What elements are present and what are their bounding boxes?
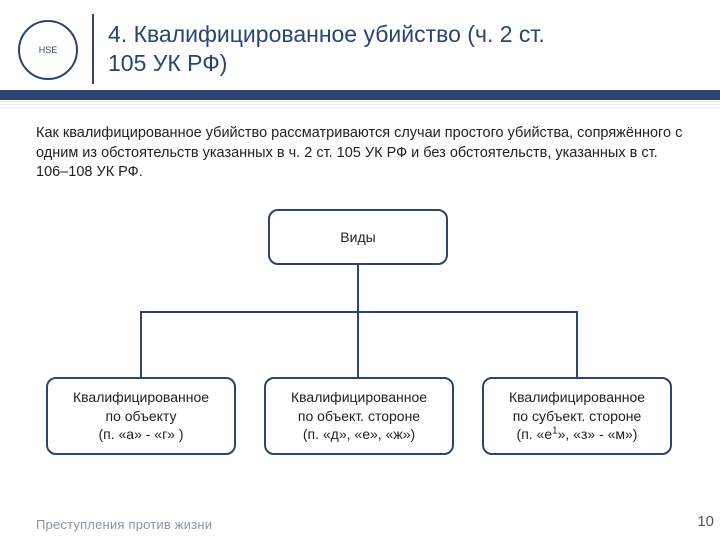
header-divider (92, 14, 94, 84)
child-label-3: Квалифицированноепо субъект. стороне(п. … (509, 388, 645, 443)
header: HSE 4. Квалифицированное убийство (ч. 2 … (0, 0, 720, 84)
intro-paragraph: Как квалифицированное убийство рассматри… (36, 124, 684, 183)
child-node-2: Квалифицированноепо объект. стороне(п. «… (264, 377, 454, 455)
page-number: 10 (697, 513, 714, 530)
header-decor (0, 100, 720, 108)
footer-text: Преступления против жизни (36, 517, 212, 532)
slide-title-line2: 105 УК РФ) (108, 49, 545, 78)
hse-logo: HSE (18, 20, 78, 80)
child-label-1: Квалифицированноепо объекту(п. «а» - «г»… (73, 388, 209, 443)
connector-stub-3 (576, 311, 578, 377)
child-node-3: Квалифицированноепо субъект. стороне(п. … (482, 377, 672, 455)
connector-stub-2 (357, 311, 359, 377)
header-bar (0, 90, 720, 100)
tree-diagram: Виды Квалифицированноепо объекту(п. «а» … (36, 201, 684, 471)
child-label-2: Квалифицированноепо объект. стороне(п. «… (291, 388, 427, 443)
root-label: Виды (340, 228, 375, 246)
connector-trunk (357, 265, 359, 311)
connector-stub-1 (140, 311, 142, 377)
child-node-1: Квалифицированноепо объекту(п. «а» - «г»… (46, 377, 236, 455)
slide-title-line1: 4. Квалифицированное убийство (ч. 2 ст. (108, 20, 545, 49)
title-block: 4. Квалифицированное убийство (ч. 2 ст. … (108, 14, 545, 78)
content-area: Как квалифицированное убийство рассматри… (0, 108, 720, 471)
root-node: Виды (268, 209, 448, 265)
logo-text: HSE (39, 45, 58, 55)
